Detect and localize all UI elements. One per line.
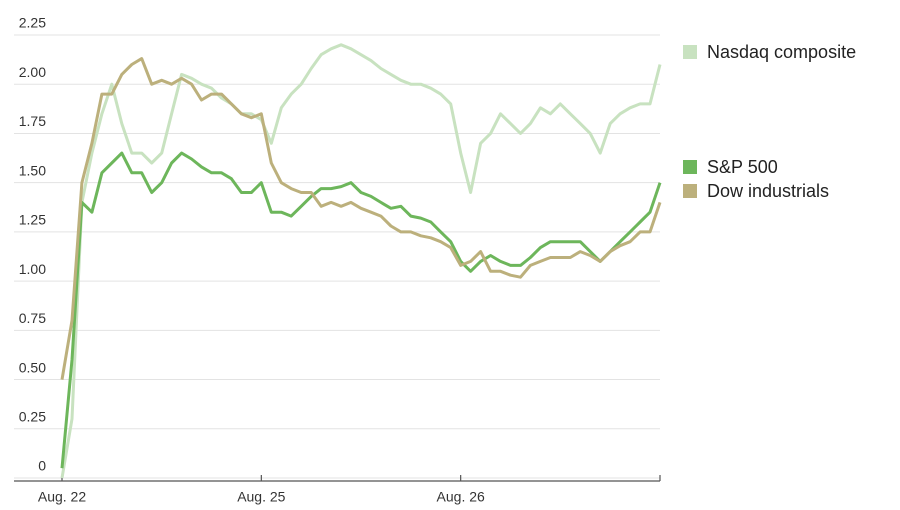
x-tick-label: Aug. 22 [38,489,86,505]
x-tick-label: Aug. 25 [237,489,285,505]
y-tick-label: 1.50 [19,162,46,178]
legend-text: Dow industrials [707,181,829,201]
y-tick-label: 0 [38,458,46,474]
legend-text: S&P 500 [707,157,778,177]
series-line [60,151,662,469]
series-line [60,57,662,380]
y-tick-label: 2.00 [19,64,46,80]
series-line [60,43,662,479]
y-tick-label: 2.25 [19,15,46,31]
legend-swatch [683,160,697,174]
legend-swatch [683,45,697,59]
y-tick-label: 0.50 [19,359,46,375]
legend-swatch [683,184,697,198]
y-tick-label: 1.00 [19,261,46,277]
y-tick-label: 1.25 [19,212,46,228]
y-tick-label: 1.75 [19,113,46,129]
x-tick-label: Aug. 26 [437,489,485,505]
y-tick-label: 0.25 [19,408,46,424]
y-tick-label: 0.75 [19,310,46,326]
legend-text: Nasdaq composite [707,42,856,62]
